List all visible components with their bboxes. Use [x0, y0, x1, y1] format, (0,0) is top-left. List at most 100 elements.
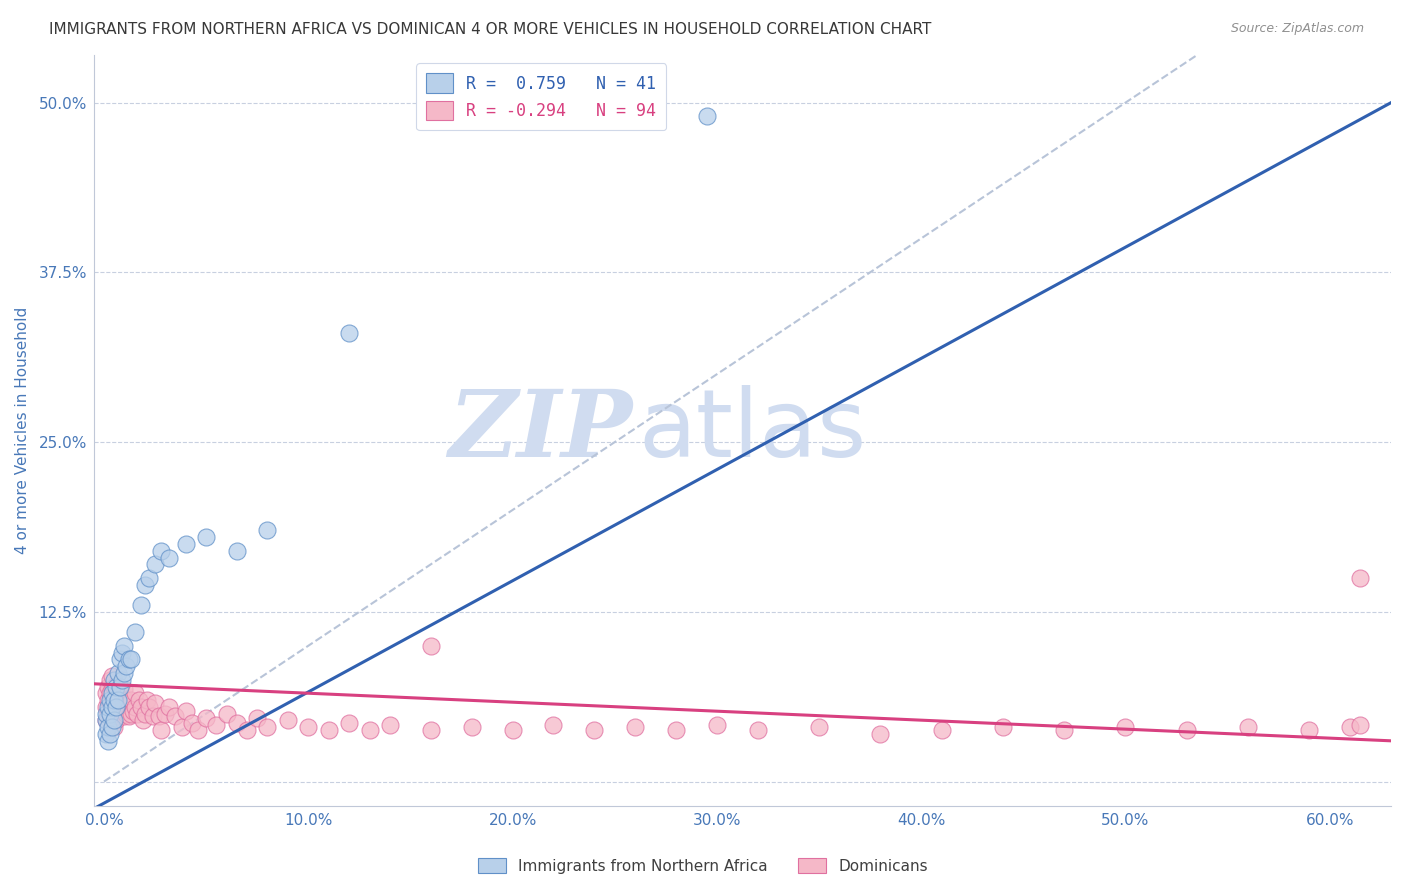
Point: [105, 699, 128, 714]
Point: [460, 720, 482, 734]
Point: [1298, 723, 1320, 737]
Point: [124, 686, 146, 700]
Point: [143, 558, 166, 572]
Legend: Immigrants from Northern Africa, Dominicans: Immigrants from Northern Africa, Dominic…: [472, 852, 934, 880]
Point: [991, 720, 1014, 734]
Point: [117, 652, 139, 666]
Point: [297, 720, 319, 734]
Point: [101, 699, 124, 714]
Point: [419, 723, 441, 737]
Point: [120, 652, 142, 666]
Point: [318, 723, 340, 737]
Point: [115, 659, 138, 673]
Point: [103, 693, 125, 707]
Point: [419, 639, 441, 653]
Point: [174, 537, 197, 551]
Point: [112, 709, 135, 723]
Point: [135, 693, 157, 707]
Point: [98, 706, 121, 721]
Point: [105, 686, 128, 700]
Point: [111, 646, 134, 660]
Text: Source: ZipAtlas.com: Source: ZipAtlas.com: [1230, 22, 1364, 36]
Point: [103, 673, 125, 687]
Point: [112, 639, 135, 653]
Point: [107, 709, 129, 723]
Point: [98, 714, 121, 728]
Point: [101, 709, 124, 723]
Point: [1175, 723, 1198, 737]
Point: [378, 717, 401, 731]
Point: [128, 693, 150, 707]
Point: [225, 716, 247, 731]
Point: [165, 709, 187, 723]
Point: [337, 326, 360, 341]
Point: [142, 709, 165, 723]
Point: [101, 720, 124, 734]
Point: [148, 709, 170, 723]
Point: [170, 720, 193, 734]
Point: [120, 706, 142, 721]
Point: [110, 693, 132, 707]
Point: [665, 723, 688, 737]
Point: [103, 714, 125, 728]
Point: [98, 699, 121, 714]
Point: [1053, 723, 1076, 737]
Point: [117, 696, 139, 710]
Point: [225, 543, 247, 558]
Point: [869, 727, 891, 741]
Point: [174, 704, 197, 718]
Point: [94, 727, 117, 741]
Point: [103, 693, 125, 707]
Point: [1350, 717, 1372, 731]
Point: [155, 706, 177, 721]
Point: [277, 714, 299, 728]
Point: [105, 714, 128, 728]
Point: [1114, 720, 1136, 734]
Point: [112, 682, 135, 697]
Point: [97, 734, 120, 748]
Point: [107, 693, 129, 707]
Point: [205, 717, 228, 731]
Point: [120, 693, 142, 707]
Point: [931, 723, 953, 737]
Text: IMMIGRANTS FROM NORTHERN AFRICA VS DOMINICAN 4 OR MORE VEHICLES IN HOUSEHOLD COR: IMMIGRANTS FROM NORTHERN AFRICA VS DOMIN…: [49, 22, 932, 37]
Point: [98, 686, 121, 700]
Point: [134, 577, 156, 591]
Point: [101, 686, 124, 700]
Point: [101, 682, 124, 697]
Point: [115, 706, 138, 721]
Point: [94, 706, 117, 721]
Text: ZIP: ZIP: [449, 385, 633, 475]
Point: [138, 699, 160, 714]
Point: [624, 720, 647, 734]
Point: [195, 530, 218, 544]
Point: [112, 696, 135, 710]
Point: [138, 571, 160, 585]
Point: [215, 706, 238, 721]
Point: [747, 723, 769, 737]
Point: [115, 693, 138, 707]
Point: [103, 720, 125, 734]
Point: [105, 680, 128, 694]
Text: atlas: atlas: [638, 384, 868, 476]
Point: [98, 693, 121, 707]
Point: [112, 665, 135, 680]
Point: [101, 696, 124, 710]
Point: [1339, 720, 1361, 734]
Point: [110, 652, 132, 666]
Point: [98, 727, 121, 741]
Legend: R =  0.759   N = 41, R = -0.294   N = 94: R = 0.759 N = 41, R = -0.294 N = 94: [416, 63, 666, 130]
Point: [150, 543, 173, 558]
Point: [143, 696, 166, 710]
Point: [110, 680, 132, 694]
Point: [97, 706, 120, 721]
Point: [134, 706, 156, 721]
Point: [111, 673, 134, 687]
Point: [583, 723, 606, 737]
Point: [157, 550, 180, 565]
Point: [94, 686, 117, 700]
Point: [256, 524, 278, 538]
Point: [121, 704, 143, 718]
Point: [132, 714, 155, 728]
Point: [124, 625, 146, 640]
